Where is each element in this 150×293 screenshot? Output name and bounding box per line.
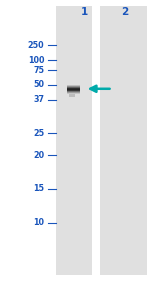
Text: 20: 20 xyxy=(33,151,44,160)
Text: 10: 10 xyxy=(33,218,44,227)
Text: 75: 75 xyxy=(33,66,44,75)
Bar xyxy=(67,87,80,88)
Bar xyxy=(56,6,92,275)
Bar xyxy=(100,6,147,275)
Bar xyxy=(67,92,80,93)
Text: 250: 250 xyxy=(28,41,44,50)
Text: 100: 100 xyxy=(28,56,44,64)
Text: 2: 2 xyxy=(121,7,128,17)
Bar xyxy=(67,93,80,94)
Bar xyxy=(67,90,80,91)
Text: 15: 15 xyxy=(33,185,44,193)
Bar xyxy=(67,89,80,90)
Text: 50: 50 xyxy=(33,81,44,89)
Text: 37: 37 xyxy=(33,95,44,104)
Bar xyxy=(67,86,80,87)
Bar xyxy=(67,91,80,92)
Bar xyxy=(67,85,80,86)
Bar xyxy=(69,94,75,97)
Text: 25: 25 xyxy=(33,129,44,138)
Bar xyxy=(67,88,80,89)
Text: 1: 1 xyxy=(80,7,88,17)
